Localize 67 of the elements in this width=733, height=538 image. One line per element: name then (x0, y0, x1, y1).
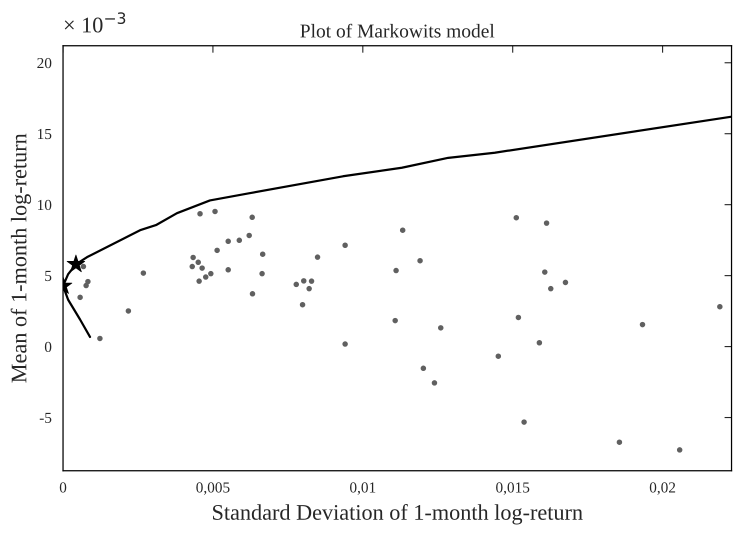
y-tick-label: 0 (44, 342, 52, 352)
point (496, 353, 502, 359)
point (438, 325, 444, 331)
point (392, 318, 398, 324)
point (199, 265, 205, 271)
point (77, 294, 83, 300)
point (676, 447, 682, 453)
y-tick-label: 15 (38, 128, 52, 140)
point (250, 291, 256, 297)
point (97, 336, 103, 342)
point (202, 274, 208, 280)
point (85, 278, 91, 284)
point (417, 258, 423, 264)
point (214, 248, 220, 254)
point (562, 280, 568, 286)
chart-title: Plot of Markowits model (300, 24, 494, 38)
point (432, 380, 438, 386)
point (342, 242, 348, 248)
point (140, 270, 146, 276)
x-tick-label: 0,005 (196, 482, 230, 495)
point (544, 220, 550, 226)
point (208, 270, 214, 276)
point (342, 341, 348, 347)
point (300, 302, 306, 308)
point (236, 238, 242, 244)
x-tick-label: 0,01 (350, 482, 376, 495)
x-tick-label: 0,015 (496, 482, 530, 495)
point (314, 254, 320, 260)
point (195, 260, 201, 266)
point (536, 340, 542, 346)
point (717, 304, 723, 310)
y-tick-label: 10 (38, 200, 52, 210)
point (308, 278, 314, 284)
point (259, 270, 265, 276)
x-axis-title: Standard Deviation of 1-month log-return (213, 504, 583, 524)
point (640, 322, 646, 328)
text: × 10$^{−3}$ (64, 12, 126, 33)
point (616, 439, 622, 445)
y-tick-label: 5 (45, 270, 52, 282)
point (126, 308, 132, 314)
y-tick-label: 20 (37, 58, 52, 68)
y-tick-label: -5 (40, 412, 52, 423)
y-axis-title: Mean of 1-month log-return (10, 134, 32, 383)
point (400, 227, 406, 233)
point (306, 286, 312, 292)
point (548, 286, 554, 292)
point (516, 314, 522, 320)
point (225, 267, 231, 273)
point (80, 264, 86, 270)
point (260, 251, 266, 257)
point (294, 282, 300, 288)
point (196, 278, 202, 284)
point (249, 214, 255, 220)
point (225, 238, 231, 244)
point (301, 278, 307, 284)
point (393, 268, 399, 274)
point (542, 269, 548, 275)
point (197, 210, 203, 217)
point (514, 214, 520, 220)
point (420, 366, 426, 372)
point (246, 232, 252, 238)
x-tick-label: 0 (60, 482, 66, 493)
point (190, 254, 196, 260)
point (189, 264, 195, 270)
x-tick-label: 0,02 (650, 482, 676, 495)
point (521, 419, 527, 425)
point (212, 208, 218, 214)
